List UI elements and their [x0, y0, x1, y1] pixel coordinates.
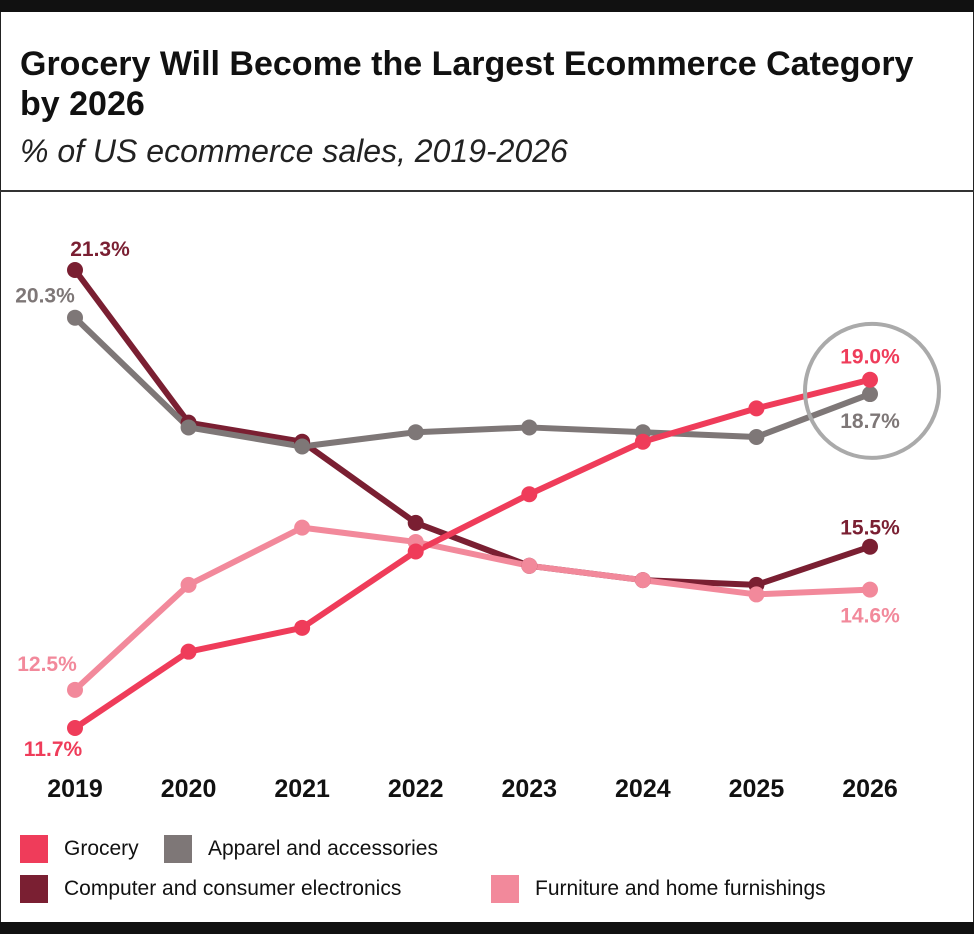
- x-tick-label-2023: 2023: [501, 775, 557, 803]
- highlight-circle: [803, 321, 941, 460]
- data-point-apparel-and-accessories-2019: [67, 309, 83, 326]
- data-point-apparel-and-accessories-2022: [407, 424, 424, 441]
- chart-subtitle: % of US ecommerce sales, 2019-2026: [20, 133, 568, 169]
- data-point-furniture-and-home-furnishings-2026: [862, 581, 878, 598]
- data-point-apparel-and-accessories-2023: [521, 419, 538, 436]
- data-label-computer-and-consumer-electronics-2019: 21.3%: [70, 238, 130, 261]
- data-point-apparel-and-accessories-2020: [180, 419, 197, 436]
- data-point-furniture-and-home-furnishings-2025: [748, 586, 765, 603]
- x-tick-label-2021: 2021: [274, 775, 330, 803]
- series-lines: [72, 267, 873, 731]
- x-tick-label-2025: 2025: [729, 775, 785, 803]
- series-points: [67, 262, 878, 736]
- data-point-furniture-and-home-furnishings-2024: [634, 572, 651, 589]
- data-label-apparel-and-accessories-2026: 18.7%: [840, 410, 900, 433]
- data-point-furniture-and-home-furnishings-2020: [180, 576, 197, 593]
- data-point-grocery-2020: [180, 643, 197, 660]
- data-point-grocery-2025: [748, 400, 765, 417]
- data-point-apparel-and-accessories-2025: [748, 428, 765, 445]
- data-point-grocery-2024: [634, 433, 651, 450]
- data-label-apparel-and-accessories-2019: 20.3%: [15, 285, 75, 308]
- data-point-grocery-2021: [294, 619, 311, 636]
- annotation-layer: [803, 321, 941, 460]
- x-tick-label-2020: 2020: [161, 775, 217, 803]
- x-axis-tick-labels: 2019 2020 2021 2022 2023 2024 2025 2026: [47, 775, 898, 803]
- data-label-grocery-2026: 19.0%: [840, 346, 900, 369]
- data-labels: 21.3% 20.3% 12.5% 11.7% 19.0% 18.7% 15.5% 14.6%: [15, 238, 900, 761]
- x-tick-label-2026: 2026: [842, 775, 898, 803]
- data-point-furniture-and-home-furnishings-2023: [521, 557, 538, 574]
- data-point-grocery-2023: [521, 486, 538, 503]
- x-tick-label-2019: 2019: [47, 775, 103, 803]
- data-point-furniture-and-home-furnishings-2019: [67, 681, 83, 698]
- data-point-grocery-2022: [407, 543, 424, 560]
- data-label-furniture-and-home-furnishings-2026: 14.6%: [840, 605, 900, 628]
- data-label-grocery-2019: 11.7%: [24, 738, 83, 761]
- data-point-grocery-2026: [862, 371, 878, 388]
- data-point-apparel-and-accessories-2021: [294, 438, 311, 455]
- series-line-apparel-and-accessories: [72, 314, 873, 450]
- data-point-apparel-and-accessories-2026: [862, 386, 878, 403]
- data-point-computer-and-consumer-electronics-2022: [407, 514, 424, 531]
- x-tick-label-2024: 2024: [615, 775, 671, 803]
- data-label-furniture-and-home-furnishings-2019: 12.5%: [17, 653, 77, 676]
- series-line-furniture-and-home-furnishings: [72, 524, 873, 693]
- data-point-furniture-and-home-furnishings-2021: [294, 519, 311, 536]
- data-point-computer-and-consumer-electronics-2026: [862, 538, 878, 555]
- series-line-computer-and-consumer-electronics: [72, 267, 873, 588]
- bottom-border-bar: [0, 922, 974, 934]
- chart-title: Grocery Will Become the Largest Ecommerc…: [20, 45, 914, 123]
- data-point-computer-and-consumer-electronics-2019: [67, 262, 83, 278]
- data-point-grocery-2019: [67, 720, 83, 736]
- data-label-computer-and-consumer-electronics-2026: 15.5%: [840, 517, 900, 540]
- x-tick-label-2022: 2022: [388, 775, 444, 803]
- top-border-bar: [0, 0, 974, 12]
- header-divider: [0, 190, 974, 192]
- series-line-grocery: [72, 376, 873, 731]
